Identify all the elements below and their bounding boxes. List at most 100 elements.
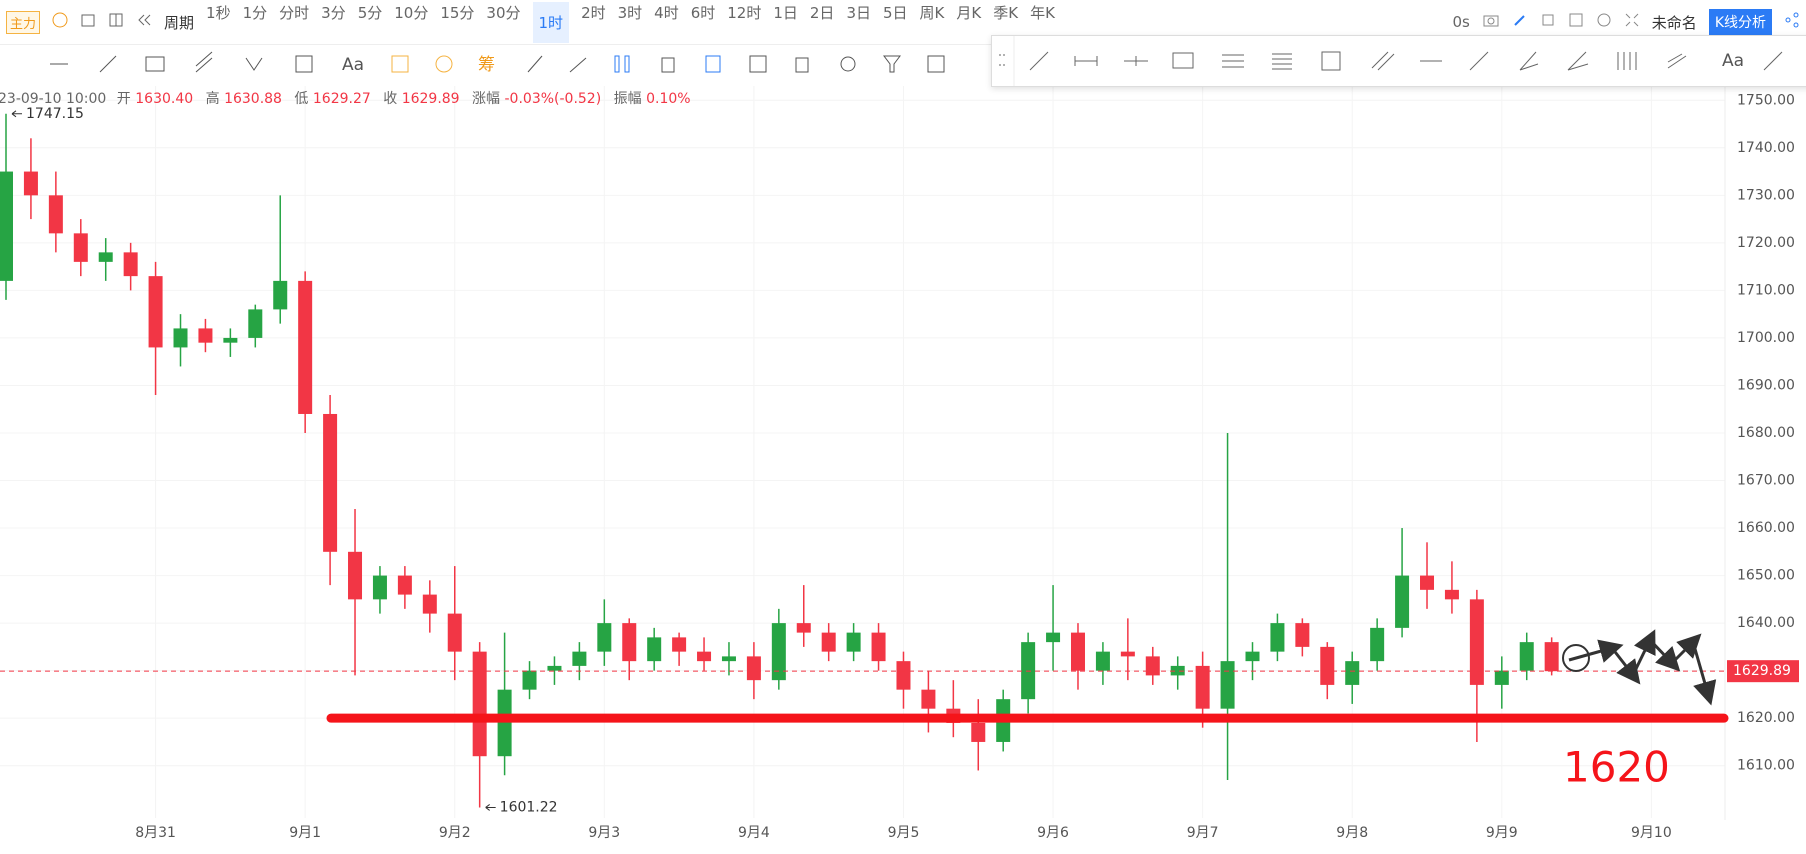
candle-body	[73, 233, 88, 262]
candle-body	[1320, 646, 1335, 685]
candle-body	[1444, 589, 1459, 600]
icon[interactable]	[1568, 12, 1584, 32]
period-option[interactable]: 周K	[919, 3, 945, 22]
price-marker: 1747.15	[26, 106, 84, 122]
candle-body	[348, 551, 363, 600]
period-option[interactable]: 2时	[581, 3, 606, 22]
candle-body	[148, 276, 163, 348]
candle-body	[397, 575, 412, 595]
x-tick-label: 9月9	[1486, 825, 1518, 841]
y-tick-label: 1650.00	[1737, 568, 1795, 584]
candle-body	[1420, 575, 1435, 590]
text-tool[interactable]: Aa	[342, 55, 364, 75]
icon[interactable]	[80, 12, 96, 32]
icon[interactable]	[1540, 12, 1556, 32]
period-option[interactable]: 年K	[1030, 3, 1055, 22]
candle-body	[48, 195, 63, 234]
period-option[interactable]: 4时	[654, 3, 679, 22]
period-option[interactable]: 30分	[486, 3, 521, 22]
candle-body	[123, 252, 138, 277]
candle-body	[896, 661, 911, 690]
forecast-drawing	[1562, 629, 1717, 706]
period-option[interactable]: 1日	[773, 3, 798, 22]
period-option[interactable]: 15分	[440, 3, 475, 22]
share-icon[interactable]	[1784, 12, 1800, 32]
candle-body	[572, 651, 587, 666]
candle-body	[447, 613, 462, 652]
candle-body	[422, 594, 437, 614]
period-option[interactable]: 1时	[532, 1, 570, 43]
period-option[interactable]: 1分	[242, 3, 268, 22]
period-option[interactable]: 3分	[321, 3, 346, 22]
candle-body	[273, 280, 288, 310]
icon[interactable]	[136, 12, 152, 32]
period-option[interactable]: 2日	[809, 3, 835, 22]
y-tick-label: 1730.00	[1737, 187, 1795, 203]
icon[interactable]	[1512, 12, 1528, 32]
main-badge[interactable]: 主力	[6, 10, 41, 34]
period-option[interactable]: 5分	[357, 3, 383, 22]
period-menu[interactable]: 周期	[164, 13, 195, 32]
candle-body	[547, 665, 562, 671]
period-option[interactable]: 6时	[690, 3, 716, 22]
icon[interactable]	[52, 12, 68, 32]
y-tick-label: 1670.00	[1737, 473, 1795, 489]
price-marker-arrow	[485, 804, 496, 811]
candle-body	[622, 623, 637, 662]
period-option[interactable]: 分时	[279, 3, 310, 22]
workspace[interactable]: 未命名	[1651, 13, 1697, 32]
period-option[interactable]: 5日	[882, 3, 908, 22]
floating-toolbar: Aa	[991, 35, 1806, 87]
candle-body	[1395, 575, 1410, 628]
plot	[0, 113, 1559, 808]
period-option[interactable]: 12时	[727, 3, 762, 22]
candle-body	[647, 637, 662, 662]
candle-body	[921, 689, 936, 709]
period-option[interactable]: 月K	[956, 3, 982, 22]
x-tick-label: 9月4	[738, 825, 770, 841]
candle-body	[1195, 665, 1210, 709]
chip-tool[interactable]: 筹	[478, 55, 495, 75]
candle-body	[1021, 642, 1036, 700]
icon[interactable]	[1624, 12, 1640, 32]
candle-body	[372, 575, 387, 600]
value: 1630.40	[135, 91, 194, 107]
candle-body	[871, 632, 886, 662]
candle-body	[1245, 651, 1260, 662]
period-option[interactable]: 1秒	[206, 3, 231, 22]
label: 高	[205, 91, 220, 107]
x-tick-label: 9月8	[1336, 825, 1368, 841]
candle-body	[323, 413, 338, 552]
label: 开	[116, 91, 131, 107]
candle-body	[821, 632, 836, 652]
candle-body	[672, 637, 687, 652]
candle-body	[1345, 661, 1360, 685]
x-tick-label: 8月31	[135, 825, 176, 841]
icon[interactable]	[108, 12, 124, 32]
period-option[interactable]: 3时	[617, 3, 643, 22]
candle-body	[522, 670, 537, 690]
timer: 0s	[1452, 13, 1470, 31]
x-tick-label: 9月6	[1037, 825, 1069, 841]
analysis-button[interactable]: K线分析	[1708, 9, 1772, 35]
period-option[interactable]: 3日	[846, 3, 871, 22]
candle-body	[248, 309, 263, 338]
value: 1629.89	[401, 91, 460, 107]
candle-body	[1145, 656, 1160, 676]
last-price-label: 1629.89	[1733, 663, 1791, 679]
text-tool[interactable]: Aa	[1722, 51, 1744, 71]
candle-body	[1170, 665, 1185, 676]
candle-body	[697, 651, 712, 662]
candle-body	[173, 328, 188, 348]
period-option[interactable]: 季K	[993, 3, 1019, 22]
y-tick-label: 1750.00	[1737, 92, 1795, 108]
x-tick-label: 9月3	[588, 825, 620, 841]
icon[interactable]	[1596, 12, 1612, 32]
y-tick-label: 1700.00	[1737, 330, 1795, 346]
value: -0.03%(-0.52)	[504, 91, 602, 107]
candle-body	[1270, 623, 1285, 652]
candle-body	[198, 328, 213, 343]
icon[interactable]	[1482, 12, 1500, 32]
period-option[interactable]: 10分	[394, 3, 429, 22]
